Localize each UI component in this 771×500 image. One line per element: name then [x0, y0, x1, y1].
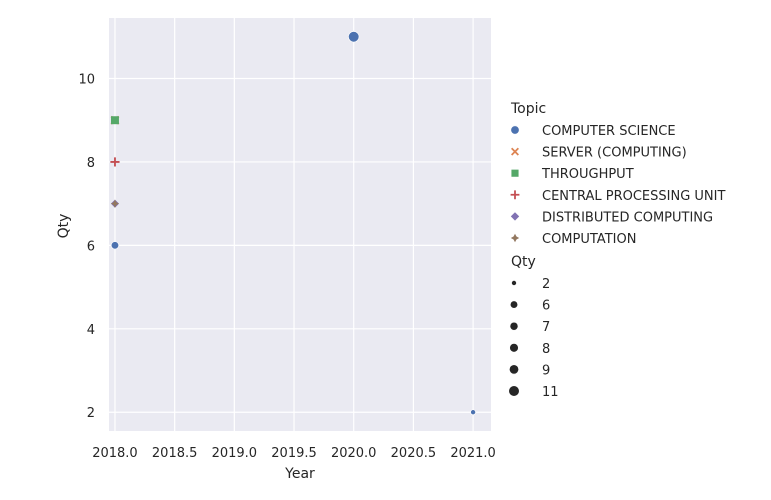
- legend-size-label: 8: [542, 342, 550, 357]
- x-tick-label: 2020.5: [391, 446, 437, 461]
- data-point: [348, 31, 360, 43]
- legend-size-icon: [509, 321, 519, 331]
- legend-marker-icon: [510, 125, 520, 135]
- legend-marker-icon: [510, 212, 520, 221]
- data-point: [110, 116, 119, 125]
- legend-size-icon: [509, 343, 519, 353]
- y-tick-label: 6: [87, 239, 95, 254]
- legend-size-label: 9: [542, 363, 550, 378]
- legend-marker-icon: [510, 190, 520, 200]
- data-points: [110, 31, 476, 416]
- plot-background: [109, 18, 491, 431]
- legend-size-icon: [509, 364, 519, 375]
- legend-entry-label: THROUGHPUT: [541, 167, 634, 182]
- data-point: [110, 157, 120, 167]
- legend-size-title: Qty: [511, 254, 536, 270]
- y-tick-label: 8: [87, 156, 95, 171]
- legend-entry-label: SERVER (COMPUTING): [542, 146, 687, 161]
- y-tick-label: 10: [78, 72, 95, 87]
- legend-size-icon: [508, 385, 520, 397]
- legend-entry-label: DISTRIBUTED COMPUTING: [542, 210, 713, 225]
- x-axis-label: Year: [284, 466, 315, 482]
- x-tick-label: 2021.0: [450, 446, 496, 461]
- legend-size-label: 2: [542, 277, 550, 292]
- legend-marker-icon: [510, 233, 520, 243]
- data-point: [470, 409, 476, 416]
- legend-size-icon: [509, 300, 519, 309]
- x-tick-label: 2019.0: [212, 446, 258, 461]
- x-tick-label: 2018.0: [92, 446, 138, 461]
- y-tick-label: 2: [87, 406, 95, 421]
- grid-lines: [109, 18, 491, 431]
- legend-marker-icon: [511, 147, 519, 156]
- legend-size-icon: [511, 280, 517, 286]
- legend-entry-label: COMPUTATION: [542, 232, 636, 247]
- y-tick-labels: 2 4 6 8 10: [78, 72, 95, 421]
- legend-entry-label: CENTRAL PROCESSING UNIT: [542, 189, 725, 204]
- x-tick-label: 2020.0: [331, 446, 377, 461]
- x-tick-labels: 2018.0 2018.5 2019.0 2019.5 2020.0 2020.5 2021…: [92, 446, 496, 461]
- data-point: [110, 241, 120, 250]
- x-tick-label: 2019.5: [271, 446, 317, 461]
- y-tick-label: 4: [87, 323, 95, 338]
- data-point: [110, 199, 120, 208]
- legend-size-label: 11: [542, 385, 559, 400]
- legend-marker-icon: [511, 169, 519, 177]
- legend-size-label: 7: [542, 320, 550, 335]
- legend-hue-title: Topic: [510, 101, 546, 117]
- legend: Topic COMPUTER SCIENCE SERVER (COMPUTING)…: [508, 101, 725, 400]
- x-tick-label: 2018.5: [152, 446, 198, 461]
- legend-size-label: 6: [542, 299, 550, 314]
- legend-entry-label: COMPUTER SCIENCE: [542, 124, 676, 139]
- y-axis-label: Qty: [56, 214, 72, 239]
